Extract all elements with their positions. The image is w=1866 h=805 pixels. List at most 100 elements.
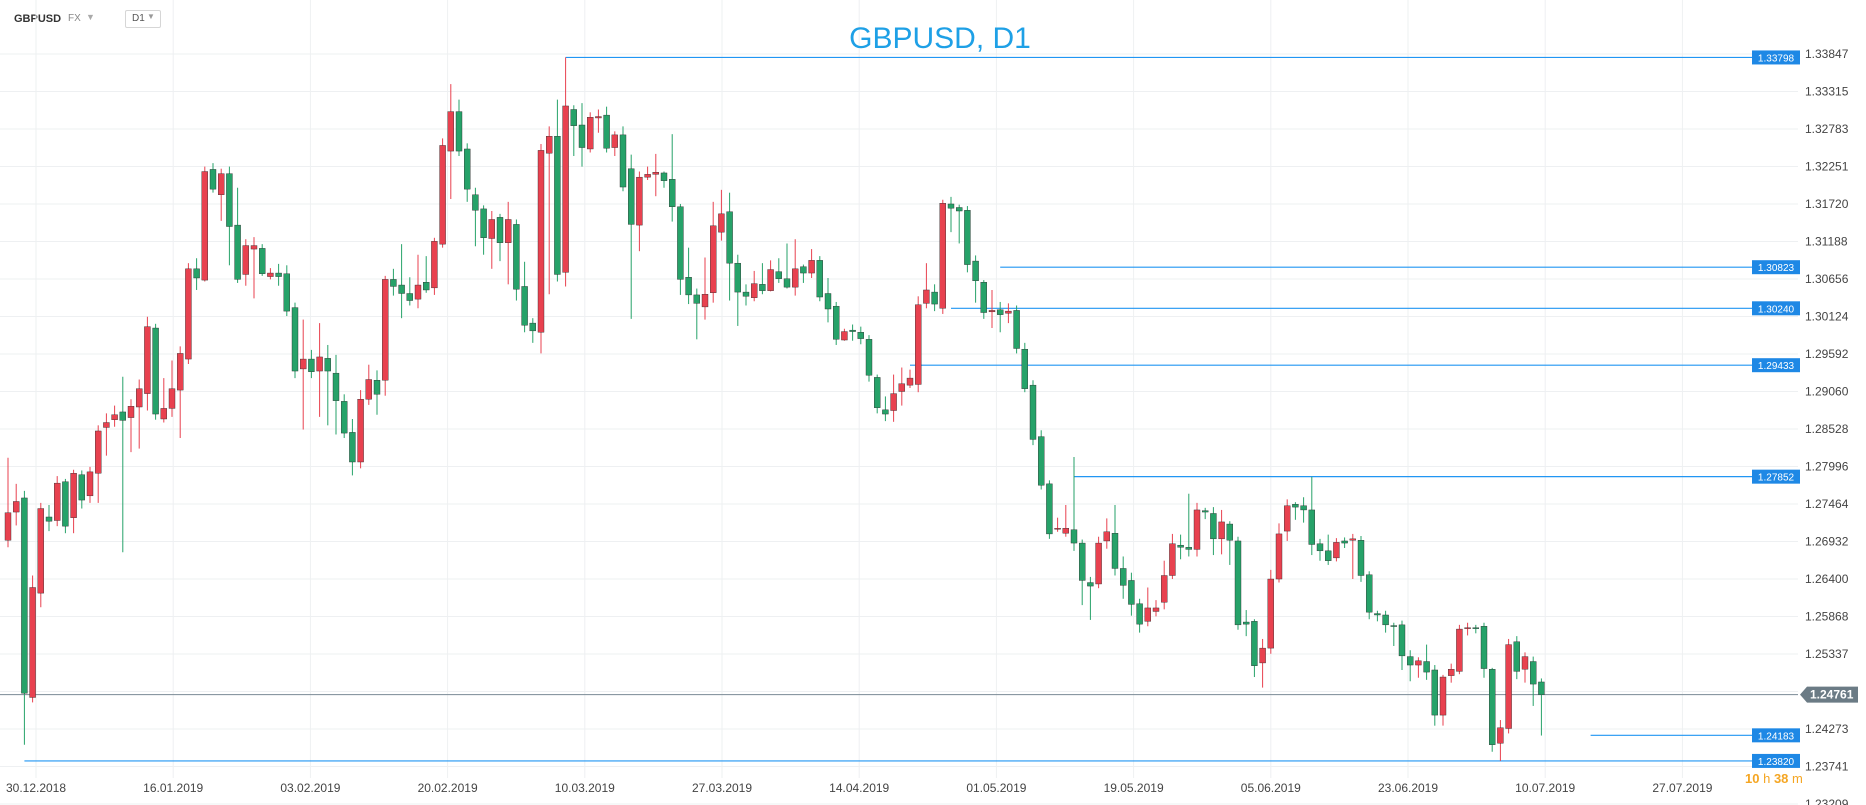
candle-body	[554, 136, 561, 275]
candle	[226, 166, 233, 266]
candle	[1456, 624, 1463, 675]
candle	[677, 203, 684, 295]
candle	[972, 255, 979, 303]
candle	[923, 263, 930, 309]
candle-body	[1300, 505, 1307, 511]
candle-body	[152, 327, 159, 415]
chevron-down-icon: ▼	[147, 12, 155, 21]
candle-body	[464, 148, 471, 190]
x-tick-label: 14.04.2019	[829, 781, 889, 795]
y-tick-label: 1.24273	[1805, 722, 1849, 736]
candle-body	[710, 225, 717, 293]
candle	[300, 319, 307, 430]
candle-body	[1456, 628, 1463, 672]
candle	[1193, 502, 1201, 557]
candle-body	[1431, 669, 1439, 716]
candle-body	[546, 136, 553, 154]
candle	[1316, 538, 1324, 561]
candle-body	[1242, 621, 1250, 625]
candle-body	[775, 271, 782, 279]
candle-body	[1308, 509, 1316, 545]
candle-body	[193, 268, 200, 279]
candle	[783, 243, 791, 289]
candle-body	[291, 307, 299, 372]
market-label[interactable]: FX	[68, 13, 81, 24]
symbol-label[interactable]: GBPUSD	[14, 13, 62, 25]
y-tick-label: 1.23209	[1805, 797, 1849, 805]
candle-body	[603, 114, 610, 149]
candle	[537, 144, 545, 354]
candle-body	[398, 284, 405, 294]
candle-body	[808, 260, 815, 274]
candle	[1423, 644, 1430, 680]
date-axis[interactable]: 30.12.2018 16.01.2019 03.02.2019 20.02.2019…	[6, 781, 1713, 795]
level-label: 1.30240	[1758, 304, 1795, 315]
candle-body	[1046, 483, 1053, 535]
timeframe-select[interactable]: D1 ▼	[125, 10, 161, 28]
candle	[1046, 480, 1053, 539]
candle	[1095, 536, 1102, 589]
candle-body	[390, 279, 397, 287]
y-tick-label: 1.27464	[1805, 497, 1849, 511]
candle-body	[1111, 533, 1119, 569]
candle	[78, 470, 86, 509]
candle-body	[1324, 550, 1332, 561]
market-dropdown-icon[interactable]: ▼	[86, 12, 95, 22]
candle	[685, 247, 692, 305]
candle-body	[382, 279, 389, 381]
candle-body	[1021, 348, 1028, 389]
candle	[382, 275, 389, 396]
candle-body	[1259, 647, 1266, 664]
candle-timer: 10 h 38 m	[1745, 771, 1803, 786]
candle	[718, 189, 725, 241]
candle-body	[792, 268, 799, 288]
candle	[1013, 305, 1020, 354]
candle-body	[1267, 578, 1275, 649]
level-tag	[1752, 301, 1800, 316]
candle	[824, 277, 832, 323]
candle-body	[12, 501, 20, 513]
candle-body	[513, 224, 520, 290]
candle-body	[1415, 660, 1422, 666]
candle	[21, 490, 28, 745]
candle	[62, 478, 69, 534]
candle	[882, 396, 889, 422]
candle	[1521, 652, 1529, 683]
candle-body	[1406, 656, 1414, 666]
candle	[562, 57, 569, 287]
candle-body	[332, 372, 340, 401]
candle-body	[947, 203, 955, 209]
candle	[1488, 667, 1496, 752]
candle	[931, 284, 938, 312]
candle-body	[259, 248, 266, 274]
x-tick-label: 10.07.2019	[1515, 781, 1575, 795]
candle	[341, 394, 348, 439]
level-label: 1.23820	[1758, 757, 1795, 768]
candle	[595, 109, 602, 133]
candle	[1374, 610, 1381, 622]
candle	[242, 239, 250, 286]
candle	[726, 192, 733, 301]
candle	[86, 466, 94, 503]
candle-body	[324, 358, 331, 372]
x-tick-label: 30.12.2018	[6, 781, 66, 795]
candle	[406, 277, 413, 306]
candle-body	[86, 471, 94, 497]
candle-body	[701, 294, 709, 308]
y-tick-label: 1.25337	[1805, 647, 1849, 661]
candle	[1234, 536, 1242, 630]
candle-body	[414, 284, 422, 300]
candle	[898, 367, 905, 406]
candle	[332, 354, 340, 435]
candle-body	[857, 332, 864, 339]
candle-body	[1357, 540, 1365, 576]
candle	[94, 425, 102, 503]
candle	[792, 239, 799, 296]
level-tag	[1752, 753, 1800, 768]
candle-body	[1218, 521, 1225, 540]
candle	[1415, 657, 1422, 678]
x-tick-label: 01.05.2019	[966, 781, 1026, 795]
level-label: 1.27852	[1758, 473, 1795, 484]
candle-body	[915, 304, 922, 385]
